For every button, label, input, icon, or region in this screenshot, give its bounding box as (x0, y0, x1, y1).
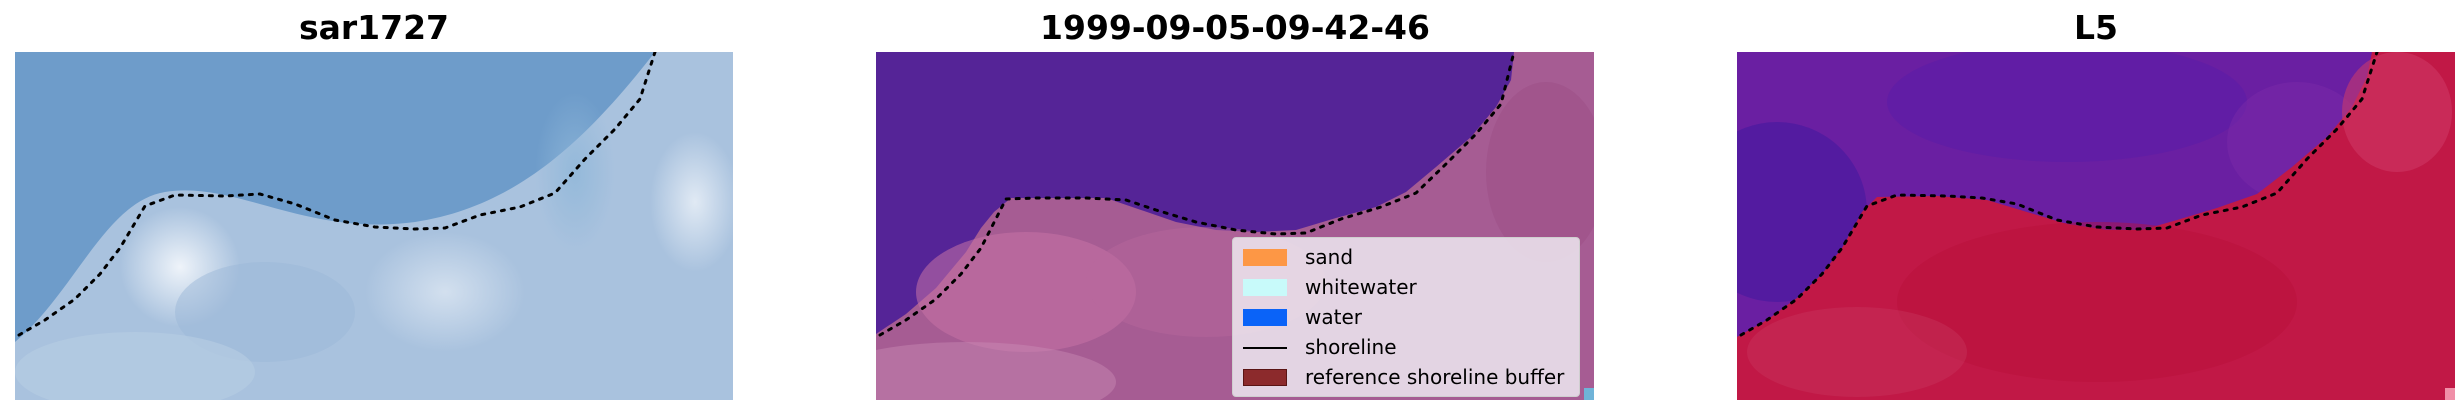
legend-item-sand: sand (1243, 242, 1579, 272)
legend-label: water (1305, 305, 1362, 329)
water-swatch (1243, 308, 1287, 326)
shoreline-line (1739, 52, 2379, 337)
water-index-image (1737, 52, 2455, 400)
sand-swatch (1243, 248, 1287, 266)
legend-item-water: water (1243, 302, 1579, 332)
whitewater-swatch (1243, 278, 1287, 296)
panel-title-date: 1999-09-05-09-42-46 (1040, 8, 1430, 47)
shoreline-line (878, 52, 1516, 337)
legend-label: reference shoreline buffer (1305, 365, 1565, 389)
legend-item-reference-buffer: reference shoreline buffer (1243, 362, 1579, 392)
reference-buffer-swatch (1243, 368, 1287, 386)
legend-item-shoreline: shoreline (1243, 332, 1579, 362)
legend-label: whitewater (1305, 275, 1417, 299)
true-color-image-panel (15, 52, 733, 400)
panel-title-satellite: L5 (2074, 8, 2118, 47)
classification-legend: sand whitewater water shoreline referenc… (1232, 237, 1580, 397)
legend-item-whitewater: whitewater (1243, 272, 1579, 302)
legend-label: shoreline (1305, 335, 1397, 359)
legend-label: sand (1305, 245, 1354, 269)
true-color-image (15, 52, 733, 400)
water-index-image-panel (1737, 52, 2455, 400)
panel-title-image-id: sar1727 (298, 8, 450, 47)
shoreline-line (17, 52, 657, 337)
shoreline-line-swatch (1243, 339, 1287, 356)
